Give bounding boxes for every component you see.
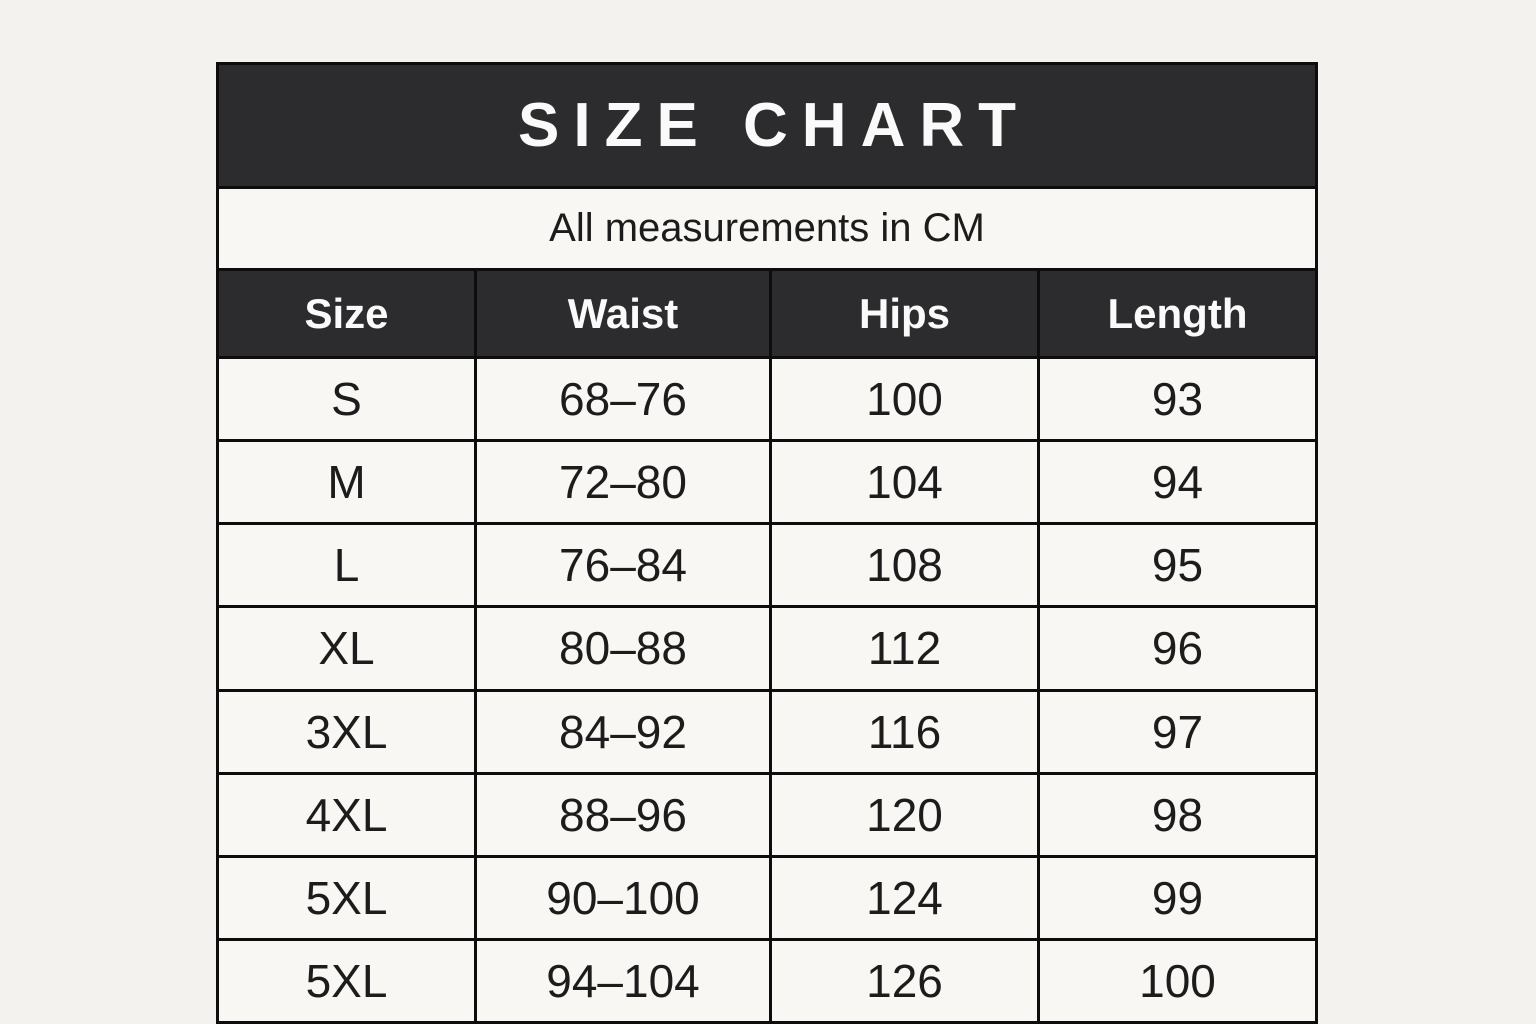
table-cell: 100 bbox=[1037, 940, 1315, 1021]
table-cell: 88–96 bbox=[474, 774, 769, 855]
table-cell: 95 bbox=[1037, 525, 1315, 606]
table-row: 4XL 88–96 120 98 bbox=[219, 771, 1315, 855]
table-cell: 3XL bbox=[305, 705, 388, 758]
table-row: S 68–76 100 93 bbox=[219, 356, 1315, 440]
table-cell: 96 bbox=[1037, 608, 1315, 689]
table-cell: 98 bbox=[1037, 774, 1315, 855]
table-row: 5XL 94–104 126 100 bbox=[219, 937, 1315, 1021]
table-cell: 120 bbox=[769, 774, 1037, 855]
table-cell: 124 bbox=[769, 857, 1037, 938]
table-cell: 116 bbox=[769, 691, 1037, 772]
table-cell: 90–100 bbox=[474, 857, 769, 938]
column-header: Length bbox=[1037, 271, 1315, 356]
table-cell: 80–88 bbox=[474, 608, 769, 689]
table-cell: 84–92 bbox=[474, 691, 769, 772]
column-header: Size bbox=[304, 289, 389, 337]
table-cell: 94 bbox=[1037, 442, 1315, 523]
size-chart-table: SIZE CHART All measurements in CM Size Wa… bbox=[216, 62, 1318, 1024]
table-cell: 108 bbox=[769, 525, 1037, 606]
table-cell: 100 bbox=[769, 359, 1037, 440]
table-row: L 76–84 108 95 bbox=[219, 522, 1315, 606]
size-chart-title: SIZE CHART bbox=[219, 65, 1315, 186]
table-cell: XL bbox=[318, 622, 375, 675]
table-cell: 104 bbox=[769, 442, 1037, 523]
table-cell: M bbox=[327, 456, 366, 509]
table-cell: 68–76 bbox=[474, 359, 769, 440]
table-cell: 93 bbox=[1037, 359, 1315, 440]
table-cell: 94–104 bbox=[474, 940, 769, 1021]
table-cell: 4XL bbox=[305, 788, 388, 841]
table-header-row: Size Waist Hips Length bbox=[219, 268, 1315, 356]
table-row: XL 80–88 112 96 bbox=[219, 605, 1315, 689]
table-cell: S bbox=[331, 373, 362, 426]
table-cell: 5XL bbox=[305, 954, 388, 1007]
table-row: 3XL 84–92 116 97 bbox=[219, 688, 1315, 772]
table-cell: 126 bbox=[769, 940, 1037, 1021]
size-chart-subtitle: All measurements in CM bbox=[219, 186, 1315, 268]
column-header: Waist bbox=[474, 271, 769, 356]
table-row: M 72–80 104 94 bbox=[219, 439, 1315, 523]
table-cell: 99 bbox=[1037, 857, 1315, 938]
table-cell: 72–80 bbox=[474, 442, 769, 523]
table-cell: 76–84 bbox=[474, 525, 769, 606]
table-row: 5XL 90–100 124 99 bbox=[219, 854, 1315, 938]
column-header: Hips bbox=[769, 271, 1037, 356]
table-cell: 97 bbox=[1037, 691, 1315, 772]
table-cell: L bbox=[333, 539, 360, 592]
table-cell: 5XL bbox=[305, 871, 388, 924]
table-cell: 112 bbox=[769, 608, 1037, 689]
